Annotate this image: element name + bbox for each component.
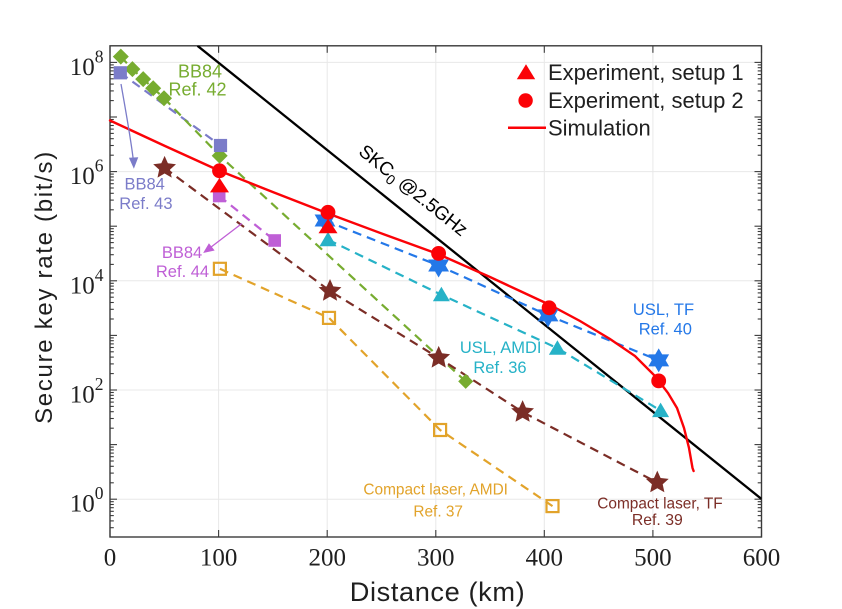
svg-text:0: 0 bbox=[104, 545, 117, 572]
svg-text:Simulation: Simulation bbox=[548, 115, 651, 140]
svg-text:Compact laser, AMDI: Compact laser, AMDI bbox=[363, 482, 508, 499]
svg-text:Ref. 37: Ref. 37 bbox=[413, 504, 463, 521]
svg-text:Distance (km): Distance (km) bbox=[350, 576, 525, 607]
svg-text:Compact laser, TF: Compact laser, TF bbox=[597, 495, 722, 512]
svg-text:BB84: BB84 bbox=[125, 176, 165, 194]
svg-text:Ref. 39: Ref. 39 bbox=[632, 512, 683, 529]
svg-text:300: 300 bbox=[417, 545, 455, 572]
svg-text:Ref. 44: Ref. 44 bbox=[156, 263, 209, 281]
svg-text:Ref. 42: Ref. 42 bbox=[168, 80, 226, 100]
svg-text:BB84: BB84 bbox=[162, 244, 202, 262]
svg-text:Ref. 36: Ref. 36 bbox=[473, 359, 526, 377]
svg-text:BB84: BB84 bbox=[178, 62, 222, 82]
svg-text:400: 400 bbox=[526, 545, 564, 572]
svg-text:Secure key rate (bit/s): Secure key rate (bit/s) bbox=[31, 150, 58, 424]
svg-text:Experiment, setup 2: Experiment, setup 2 bbox=[548, 88, 744, 113]
svg-text:100: 100 bbox=[200, 545, 238, 572]
svg-text:Ref. 43: Ref. 43 bbox=[119, 195, 172, 213]
svg-text:Ref. 40: Ref. 40 bbox=[639, 321, 692, 339]
svg-text:Experiment, setup 1: Experiment, setup 1 bbox=[548, 60, 744, 85]
svg-text:600: 600 bbox=[743, 545, 781, 572]
svg-text:200: 200 bbox=[308, 545, 346, 572]
svg-text:500: 500 bbox=[634, 545, 672, 572]
svg-text:USL, AMDI: USL, AMDI bbox=[460, 339, 542, 357]
svg-text:USL, TF: USL, TF bbox=[633, 301, 694, 319]
